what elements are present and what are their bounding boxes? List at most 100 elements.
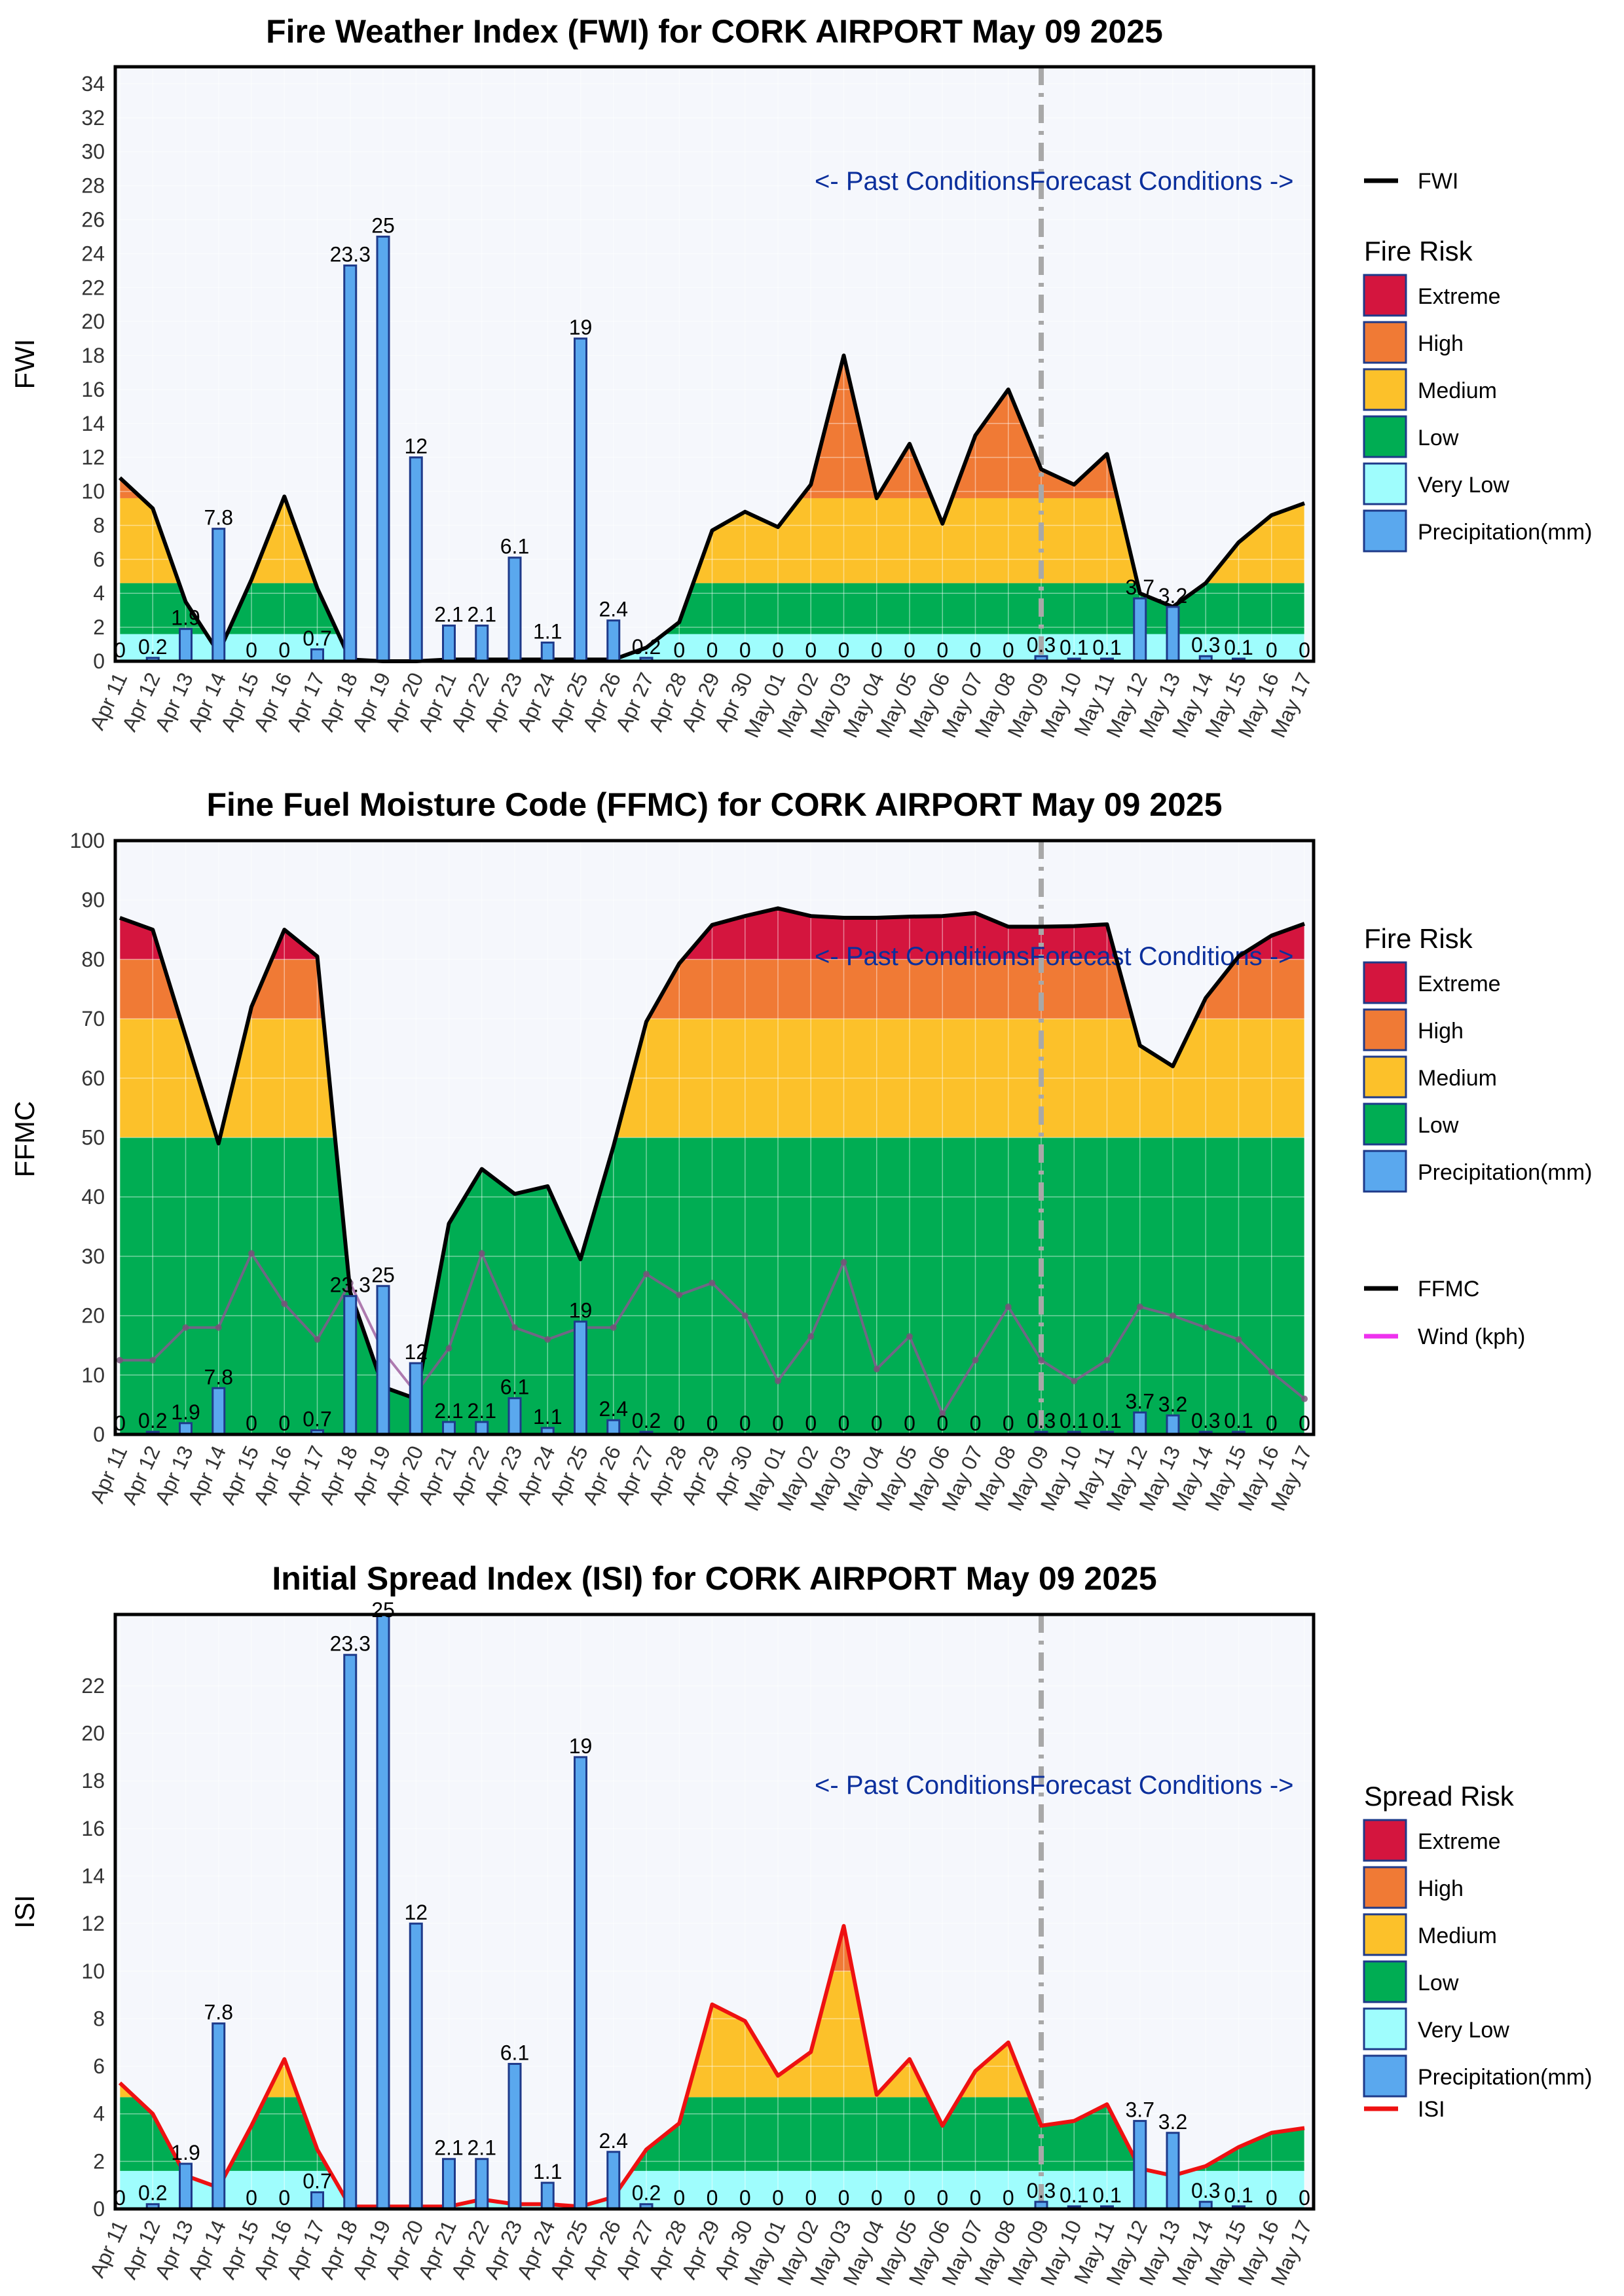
precip-bar [212,2022,226,2210]
precip-label: 19 [569,316,593,339]
precip-label: 2.1 [468,603,496,627]
precip-label: 0 [904,2186,915,2210]
precip-label: 0 [838,638,850,662]
precip-label: 0 [739,638,751,662]
wind-point [873,1366,880,1373]
precip-label: 0 [970,2186,982,2210]
precip-label: 19 [569,1734,593,1758]
risk-legend-label: Precipitation(mm) [1418,2065,1592,2090]
plot-frame [113,839,1316,1436]
precip-label: 0.3 [1027,1409,1056,1432]
y-tick-label: 20 [81,310,105,333]
wind-point [939,1410,946,1417]
precip-bar [606,619,621,663]
precip-label: 0.2 [138,635,167,659]
precip-bar [179,628,193,663]
wind-point [1136,1303,1143,1310]
risk-legend-label: Extreme [1418,284,1501,309]
risk-legend-label: Extreme [1418,972,1501,996]
precip-label: 0 [278,638,290,662]
precip-bar [574,1321,587,1436]
y-tick-label: 20 [81,1304,105,1328]
risk-legend-swatch [1363,1150,1407,1193]
precip-label: 0 [1299,1412,1310,1435]
precip-label: 7.8 [204,506,233,530]
risk-legend-swatch [1363,509,1407,553]
precip-label: 0 [871,638,883,662]
precip-label: 0 [838,2186,850,2210]
risk-legend-label: High [1418,1876,1464,1901]
y-tick-label: 70 [81,1007,105,1030]
y-axis-label: ISI [9,1895,40,1928]
wind-point [840,1258,847,1266]
precip-label: 0 [739,2186,751,2210]
risk-legend-swatch [1363,1008,1407,1051]
precip-bar [376,235,390,663]
precip-label: 6.1 [500,2041,529,2064]
risk-legend-swatch [1363,1960,1407,2003]
wind-point [511,1324,518,1331]
precip-label: 0 [1266,1412,1278,1435]
y-tick-label: 80 [81,947,105,971]
y-tick-label: 40 [81,1185,105,1209]
wind-point [248,1250,255,1257]
y-tick-label: 8 [93,513,105,537]
precip-label: 0 [246,638,257,662]
risk-legend-label: Very Low [1418,473,1509,498]
precip-label: 0 [246,2186,257,2210]
precip-label: 3.2 [1158,584,1187,608]
wind-point [807,1333,815,1340]
precip-label: 0 [1003,2186,1014,2210]
risk-legend-title: Fire Risk [1364,923,1473,954]
precip-label: 7.8 [204,2001,233,2024]
y-tick-label: 12 [81,446,105,469]
precip-label: 0 [278,2186,290,2210]
risk-legend-swatch [1363,1055,1407,1099]
wind-point [709,1279,716,1286]
precip-label: 23.3 [330,1632,371,1656]
y-tick-label: 12 [81,1912,105,1935]
y-tick-label: 2 [93,615,105,639]
wind-point [1071,1377,1078,1385]
precip-bar [540,2181,555,2210]
precip-label: 0 [707,2186,718,2210]
precip-label: 12 [404,1340,428,1364]
y-tick-label: 50 [81,1126,105,1150]
precip-bar [409,1922,423,2210]
risk-legend-label: Medium [1418,378,1497,403]
y-tick-label: 10 [81,1959,105,1983]
precip-bar [179,2162,193,2210]
precip-label: 1.1 [533,2160,562,2183]
precip-label: 2.1 [468,1399,496,1423]
risk-legend-swatch [1363,1866,1407,1909]
precip-label: 0 [707,638,718,662]
y-tick-label: 4 [93,2102,105,2126]
precip-label: 0.1 [1060,1409,1088,1432]
precip-label: 0 [1266,638,1278,662]
precip-label: 0 [772,1412,784,1435]
y-tick-label: 26 [81,208,105,231]
wind-point [1005,1303,1012,1310]
precip-label: 0 [278,1412,290,1435]
wind-point [182,1324,189,1331]
precip-bar [212,1387,226,1436]
precip-label: 0 [772,2186,784,2210]
risk-legend-title: Fire Risk [1364,236,1473,266]
precip-label: 3.2 [1158,2110,1187,2134]
precip-label: 0 [904,1412,915,1435]
precip-label: 2.4 [599,2129,628,2153]
precip-label: 0.3 [1027,633,1056,657]
grid-lines [115,840,1314,1435]
precip-label: 0.1 [1224,1409,1253,1432]
precip-label: 0 [114,2186,126,2210]
precip-label: 0.3 [1191,1409,1220,1432]
y-tick-label: 8 [93,2007,105,2030]
precip-bar [1133,597,1147,663]
precip-label: 7.8 [204,1365,233,1389]
precip-bar [540,641,555,663]
y-tick-label: 100 [70,829,105,852]
precip-bar [574,1756,587,2210]
precip-label: 12 [404,435,428,458]
wind-point [1202,1324,1209,1331]
wind-point [314,1336,321,1343]
